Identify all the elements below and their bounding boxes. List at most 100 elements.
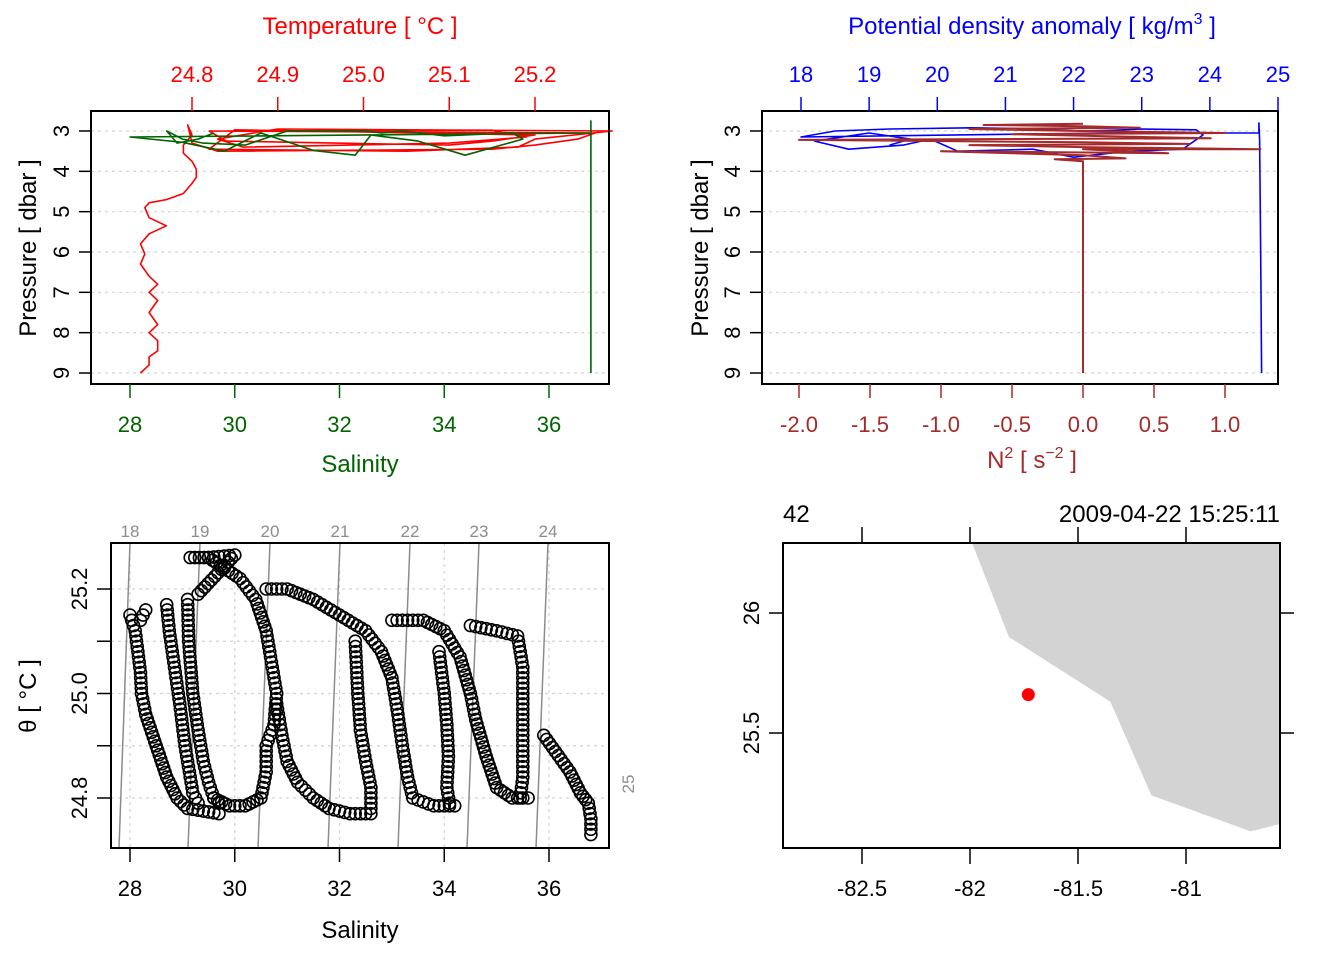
ts-point [176,728,191,743]
x-tick-label-temperature: 25.1 [428,62,471,87]
ts-point [395,738,410,753]
ts-point [327,802,342,817]
ts-point [180,592,195,607]
ts-point [438,697,452,711]
ts-point [551,748,566,763]
ts-point [170,681,185,696]
density-contour-line [327,542,341,849]
ts-point [440,780,454,795]
ts-point [432,644,446,659]
density-contour-label: 22 [401,522,420,541]
ts-point [159,597,174,612]
ts-point [515,665,530,680]
panel-temperature-salinity-profile: Temperature [ °C ] Salinity Pressure [ d… [15,13,613,478]
ts-point [229,569,243,583]
panel-density-n2-profile: Potential density anomaly [ kg/m3 ] N2 [… [687,11,1290,474]
ts-point [441,754,456,769]
ts-point [441,759,455,774]
ts-point [474,620,488,635]
ts-point [578,792,593,807]
x-tick-label-density: 21 [993,62,1017,87]
density-contour-line [466,542,480,849]
ts-point [350,670,364,685]
ts-point [228,798,242,813]
ts-point [515,691,530,706]
ts-point [440,628,454,643]
ts-point [171,686,186,701]
ts-point [187,697,202,711]
ts-point [515,770,530,784]
ts-point [360,765,375,779]
ts-point [259,759,274,774]
x-tick-label-n2: 0.5 [1139,412,1170,437]
ts-point [515,660,530,675]
ts-point [332,804,347,818]
ts-point [257,775,271,790]
ts-point [440,770,455,784]
ts-point [515,681,530,696]
ts-point [129,634,144,649]
ts-point [133,613,148,628]
ts-point [181,613,195,628]
ts-point [433,655,448,670]
y-tick-label: 9 [720,367,745,379]
ts-point [513,791,528,805]
ts-point [131,650,146,664]
x-tick-label: 34 [432,876,456,901]
ts-point [432,650,447,664]
ts-point [192,728,206,743]
ts-point [515,733,530,748]
ts-point [353,723,368,737]
ts-point [178,738,192,753]
ts-point [411,613,425,628]
ts-point [437,691,452,706]
ts-point [436,681,451,696]
ts-point [402,775,416,790]
ts-point [279,749,293,764]
ts-point [515,655,529,669]
ts-point [479,621,493,636]
ts-point [163,629,177,643]
ts-point [128,623,142,638]
ts-point [191,796,205,811]
ts-point [267,670,281,685]
density-contour-line [535,542,549,849]
x-tick-label: 28 [118,876,142,901]
station-marker [1021,688,1035,702]
ts-point [161,613,175,628]
ts-point [441,744,456,758]
ts-point [272,712,287,727]
ts-point [464,691,479,706]
ts-point [201,550,216,565]
ts-point [398,754,412,769]
x-tick-label-salinity: 36 [537,412,561,437]
ts-point [386,681,401,696]
longitude-tick-label: -82.5 [837,876,887,901]
panel-ts-diagram: Salinity θ [ °C ] 18 19 20 21 22 23 24 25 28 30 32… [15,522,638,944]
ts-point [364,791,378,805]
ts-point [515,759,530,774]
x-tick-label-temperature: 25.0 [342,62,385,87]
ts-point [515,775,530,790]
ts-point [440,723,454,737]
ts-point [262,644,277,659]
ts-point [179,744,193,758]
ts-point [260,629,274,643]
ts-point [396,744,411,758]
ts-point [271,707,286,722]
density-contour-line [118,542,131,849]
top-axis-title-superscript: 3 [1194,11,1203,28]
ts-point [515,749,530,764]
plot-frame [90,110,610,385]
x-tick-label-temperature: 25.2 [514,62,557,87]
ts-point [275,728,289,743]
ts-point [557,756,571,771]
y-tick-label: 5 [49,206,74,218]
ts-point [400,613,415,628]
ts-point [361,770,376,784]
ts-point [394,733,409,748]
ts-point [259,765,274,779]
ts-point [403,780,418,795]
y-tick-label: 9 [49,367,74,379]
ts-point [390,613,404,628]
